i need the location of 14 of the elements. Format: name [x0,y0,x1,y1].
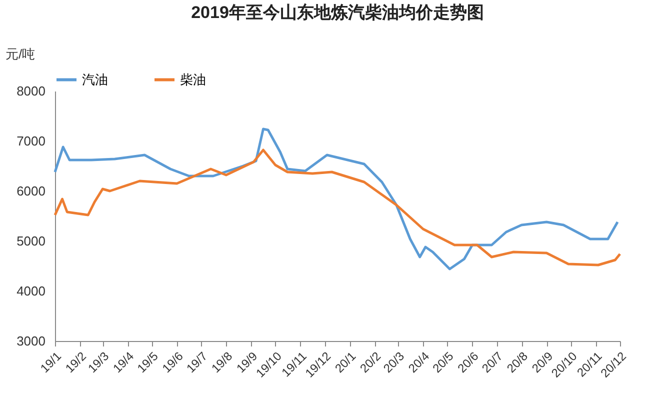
legend-label: 汽油 [82,72,108,87]
legend-label: 柴油 [180,72,206,87]
line-series [54,128,619,270]
x-tick-label: 20/1 [332,348,359,376]
y-tick-label: 4000 [16,284,46,298]
y-tick-label: 7000 [16,134,46,148]
y-tick-label: 8000 [16,84,46,98]
y-tick-label: 3000 [16,334,46,348]
y-tick-label: 5000 [16,234,46,248]
chart-title: 2019年至今山东地炼汽柴油均价走势图 [191,3,484,22]
line-series [54,148,622,266]
x-tick-label: 19/1 [38,348,64,376]
y-tick-label: 6000 [16,184,46,198]
y-axis-title: 元/吨 [6,46,36,62]
